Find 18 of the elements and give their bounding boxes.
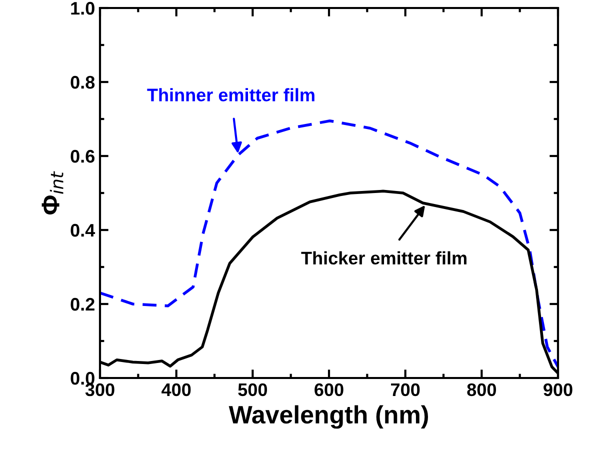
x-tick-label: 800 bbox=[467, 383, 496, 396]
line-series bbox=[100, 119, 558, 368]
y-axis-title: Φ$_{int}$ bbox=[42, 171, 64, 214]
x-tick-label: 600 bbox=[314, 383, 344, 396]
y-tick-label: 1.0 bbox=[71, 2, 94, 15]
x-tick-label: 900 bbox=[544, 383, 572, 396]
y-tick-label: 0.0 bbox=[70, 372, 94, 385]
annotation: Thicker emitter film bbox=[301, 251, 466, 264]
y-tick-label: 0.2 bbox=[70, 298, 94, 311]
x-tick-label: 400 bbox=[162, 383, 191, 396]
y-tick-label: 0.6 bbox=[70, 150, 94, 163]
y-tick-label: 0.4 bbox=[70, 224, 96, 237]
x-axis-title: Wavelength (nm) bbox=[228, 405, 428, 429]
y-tick-label: 0.8 bbox=[70, 76, 95, 89]
x-tick-label: 500 bbox=[238, 383, 267, 396]
x-tick-label: 700 bbox=[391, 383, 420, 396]
x-tick-label: 300 bbox=[85, 383, 114, 396]
annotation: Thinner emitter film bbox=[147, 88, 314, 102]
